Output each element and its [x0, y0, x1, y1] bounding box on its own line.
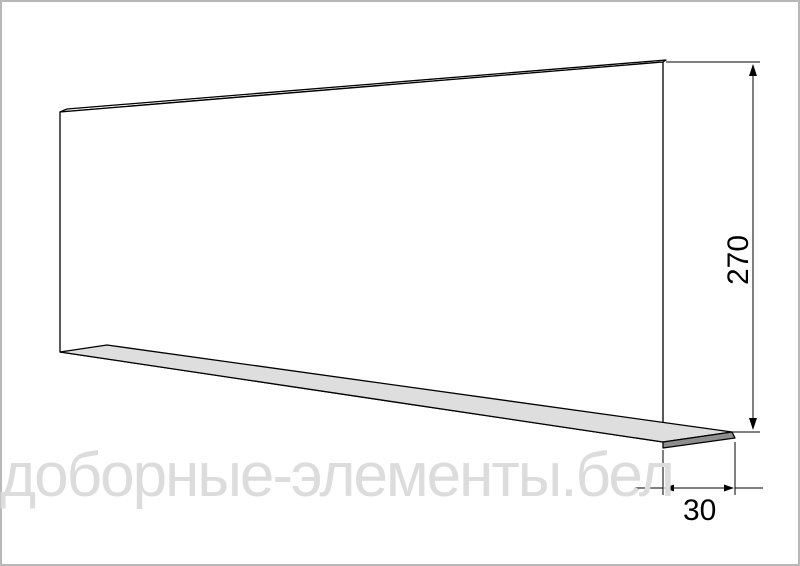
dimension-width: 30 — [635, 442, 763, 527]
dimension-height-label: 270 — [722, 235, 755, 285]
technical-drawing-svg: 270 30 — [0, 0, 800, 566]
dimension-height: 270 — [666, 62, 760, 432]
diagram-container: 270 30 доборные-элементы.бел — [0, 0, 800, 566]
dimension-width-label: 30 — [683, 494, 716, 527]
